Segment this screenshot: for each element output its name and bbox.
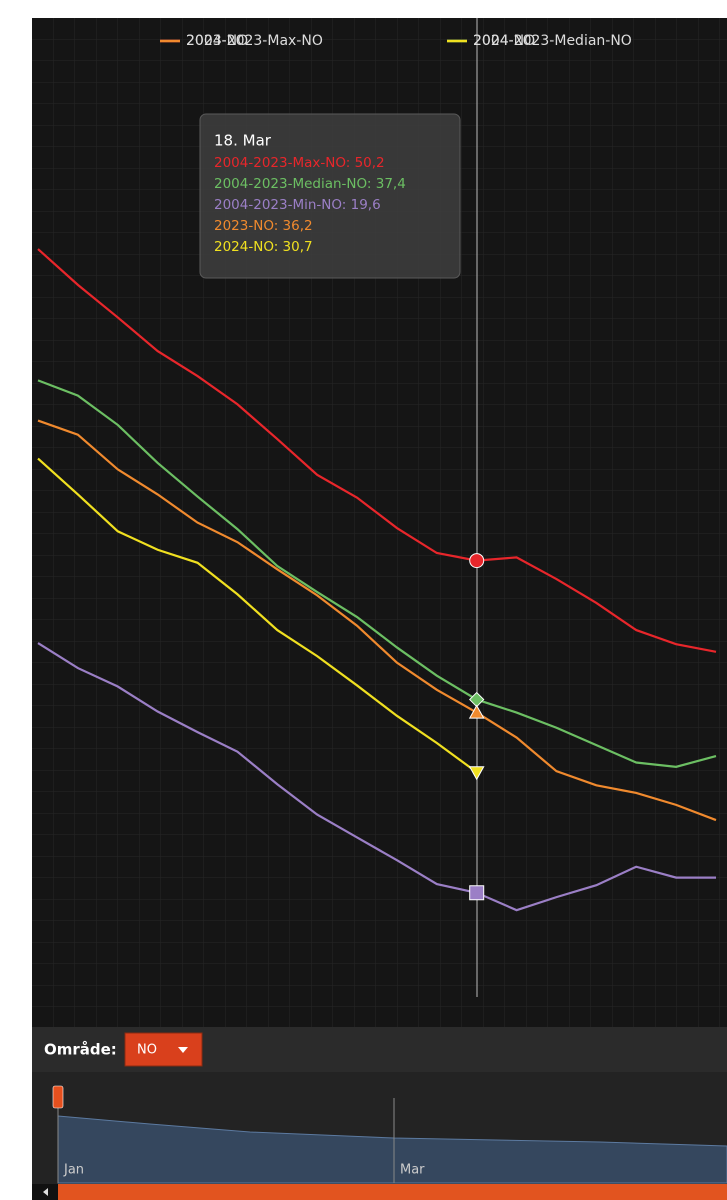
- scroll-left-arrow[interactable]: [43, 1188, 48, 1196]
- tooltip-line: 2023-NO: 36,2: [214, 218, 313, 234]
- tooltip-box: [199, 113, 461, 279]
- tooltip-line: 2004-2023-Max-NO: 50,2: [214, 155, 385, 171]
- scrollbar[interactable]: [58, 1184, 727, 1200]
- legend-label: 2023-NO: [186, 33, 248, 49]
- navigator-handle[interactable]: [52, 1085, 64, 1109]
- series-line: [37, 419, 717, 822]
- point-marker: [468, 766, 485, 781]
- tooltip: 18. Mar 2004-2023-Max-NO: 50,22004-2023-…: [199, 113, 461, 279]
- point-marker: [469, 553, 485, 569]
- point-marker: [469, 885, 485, 901]
- series-line: [37, 379, 717, 768]
- dropdown-arrow[interactable]: [178, 1047, 188, 1053]
- navigator-label: Jan: [63, 1163, 84, 1178]
- tooltip-title: 18. Mar: [214, 132, 272, 150]
- tooltip-lines: 2004-2023-Max-NO: 50,2 2004-2023-Median-N…: [214, 155, 406, 255]
- tooltip-line: 2004-2023-Median-NO: 37,4: [214, 176, 406, 192]
- tooltip-line: 2024-NO: 30,7: [214, 239, 313, 255]
- area-dropdown[interactable]: NO: [124, 1032, 203, 1067]
- dropdown-box[interactable]: [124, 1032, 203, 1067]
- series-line: [37, 457, 478, 774]
- markers: [468, 553, 485, 901]
- navigator-area: [57, 1115, 727, 1184]
- legend-label: 2024-NO: [473, 33, 535, 49]
- series-line: [37, 642, 716, 912]
- area-label: Område:: [44, 1041, 117, 1059]
- lines: [37, 248, 717, 912]
- point-marker: [468, 704, 485, 719]
- tooltip-line: 2004-2023-Min-NO: 19,6: [214, 197, 381, 213]
- legend-label: 2004-2023-Median-NO: [473, 33, 632, 49]
- series-line: [37, 248, 717, 653]
- dropdown-value[interactable]: NO: [137, 1043, 157, 1058]
- legend-label: 2004-2023-Max-NO: [186, 33, 323, 49]
- navigator-label: Mar: [400, 1163, 425, 1178]
